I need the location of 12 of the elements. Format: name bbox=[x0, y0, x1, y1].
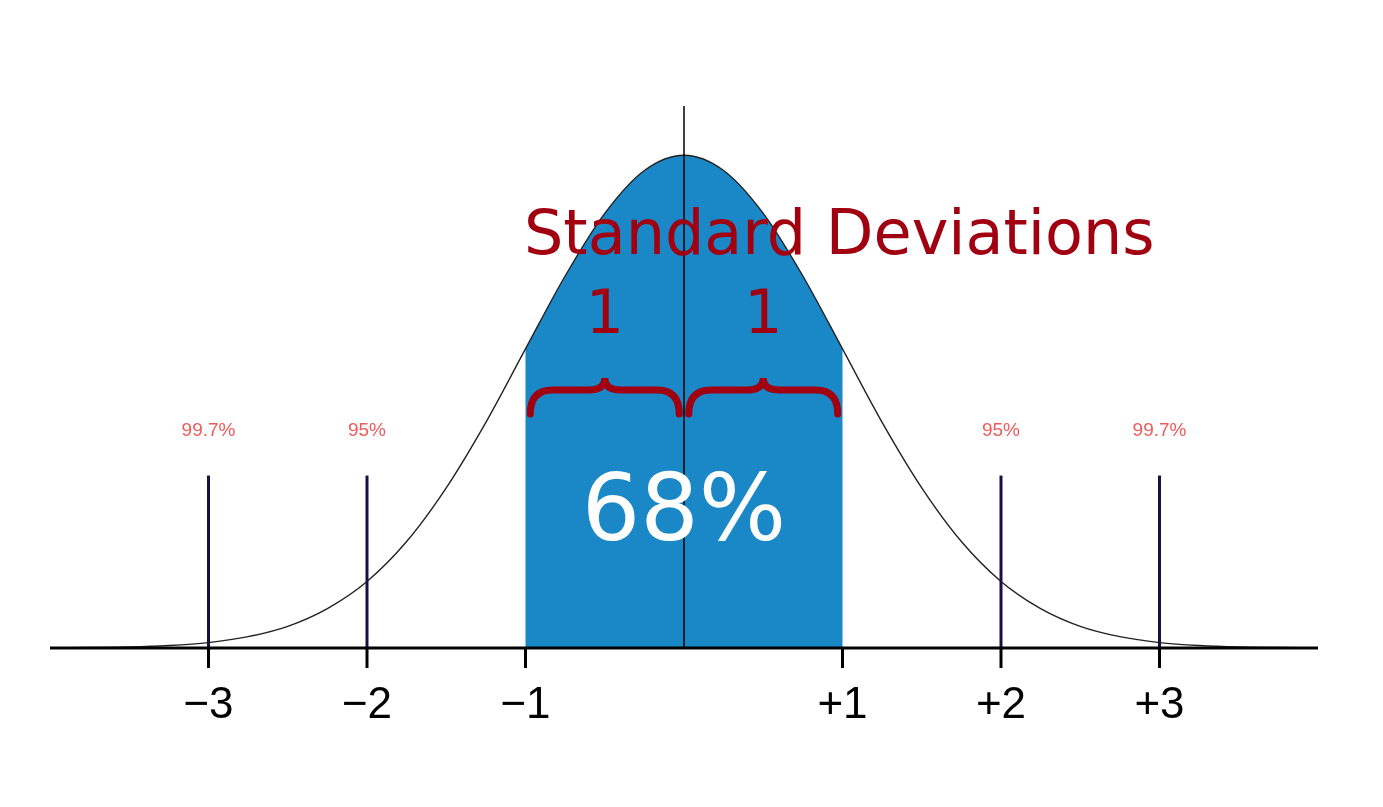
annotation: 1 bbox=[744, 276, 783, 347]
x-tick-label: +2 bbox=[975, 678, 1027, 727]
annotation: 95% bbox=[347, 419, 387, 441]
annotation: 99.7% bbox=[181, 419, 236, 441]
annotation: 1 bbox=[585, 276, 624, 347]
x-tick-label: −3 bbox=[183, 678, 234, 727]
annotation: 95% bbox=[981, 419, 1021, 441]
x-tick-label: +3 bbox=[1134, 678, 1185, 727]
x-tick-label: −1 bbox=[500, 678, 551, 727]
annotation: 99.7% bbox=[1132, 419, 1187, 441]
x-tick-label: −2 bbox=[341, 678, 393, 727]
x-tick-label: +1 bbox=[817, 678, 868, 727]
